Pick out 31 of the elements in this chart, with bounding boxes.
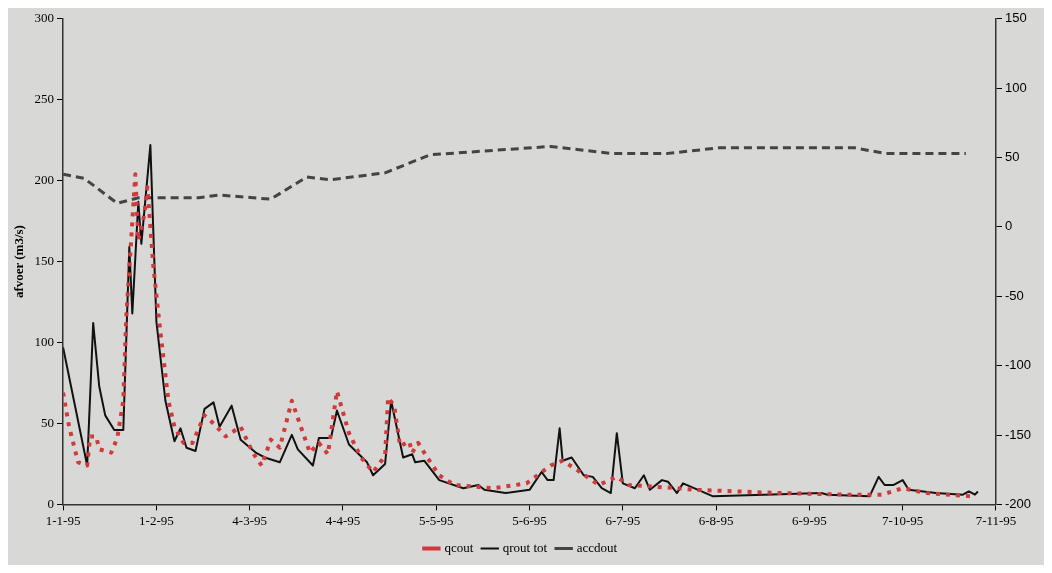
legend-label: accdout <box>576 539 618 555</box>
y-tick-label: 200 <box>34 172 55 188</box>
x-tick-label: 5-6-95 <box>512 512 547 528</box>
x-tick-label: 7-10-95 <box>882 512 924 528</box>
x-tick-label: 7-11-95 <box>975 512 1017 528</box>
x-tick-label: 5-5-95 <box>418 512 454 528</box>
y-tick-label: 150 <box>34 253 55 269</box>
y-axis-title: afvoer (m3/s) <box>11 225 27 299</box>
y-tick-label: 0 <box>47 495 55 511</box>
y2-tick-label: 150 <box>1004 10 1027 26</box>
y-tick-label: 300 <box>34 10 55 26</box>
y2-tick-label: 50 <box>1004 149 1020 165</box>
x-tick-label: 4-4-95 <box>325 512 361 528</box>
x-tick-label: 1-1-95 <box>45 512 81 528</box>
y-tick-label: 250 <box>34 91 55 107</box>
y2-tick-label: -150 <box>1004 426 1032 442</box>
y2-tick-label: -100 <box>1004 357 1032 373</box>
x-tick-label: 6-8-95 <box>698 512 734 528</box>
y-tick-label: 50 <box>41 414 55 430</box>
y2-tick-label: -50 <box>1004 287 1024 303</box>
x-tick-label: 1-2-95 <box>139 512 174 528</box>
line-series <box>63 144 968 205</box>
x-tick-label: 4-3-95 <box>232 512 268 528</box>
legend-label: qcout <box>444 539 474 555</box>
y-tick-label: 100 <box>34 333 55 349</box>
x-tick-label: 6-9-95 <box>792 512 827 528</box>
y2-tick-label: -200 <box>1004 495 1032 511</box>
x-tick-label: 6-7-95 <box>605 512 641 528</box>
y2-tick-label: 100 <box>1004 79 1027 95</box>
legend-label: qrout tot <box>502 539 548 555</box>
y2-tick-label: 0 <box>1004 218 1013 234</box>
